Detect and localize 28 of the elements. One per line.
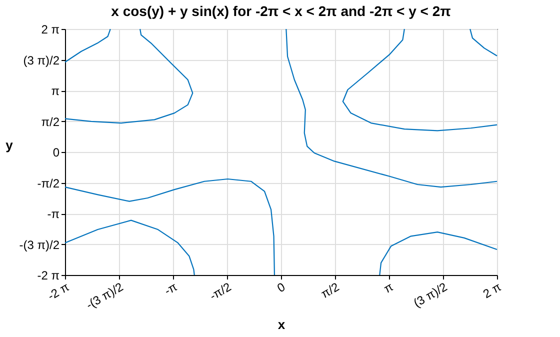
line-series — [64, 220, 195, 276]
x-tick-label: -(3 π)/2 — [84, 280, 126, 312]
y-tick-label: (3 π)/2 — [23, 53, 60, 68]
y-tick-label: 2 π — [41, 22, 60, 36]
line-series — [470, 28, 498, 56]
line-series — [379, 232, 498, 276]
x-tick-label: π/2 — [318, 280, 342, 302]
line-series — [286, 28, 498, 188]
line-series — [64, 178, 276, 276]
y-tick-label: -π/2 — [37, 176, 60, 190]
y-tick-label: -2 π — [37, 268, 60, 282]
x-tick-label: -π — [162, 280, 180, 298]
y-tick-label: 0 — [52, 146, 60, 160]
y-tick-label: -(3 π)/2 — [19, 238, 60, 252]
line-series — [342, 28, 498, 132]
x-tick-label: 0 — [274, 280, 288, 296]
x-tick-label: π — [381, 280, 396, 296]
y-axis-title: y — [6, 138, 14, 152]
line-series — [64, 28, 194, 124]
x-tick-label: 2 π — [480, 280, 504, 302]
x-tick-label: -π/2 — [207, 280, 234, 304]
x-axis-title: x — [278, 317, 286, 332]
x-tick-label: (3 π)/2 — [411, 280, 450, 310]
chart-title: x cos(y) + y sin(x) for -2π < x < 2π and -2π < y < 2π — [111, 3, 452, 19]
y-tick-label: -π — [47, 207, 60, 221]
line-series — [64, 28, 111, 63]
y-tick-label: π — [51, 84, 60, 98]
y-tick-label: π/2 — [41, 114, 60, 129]
